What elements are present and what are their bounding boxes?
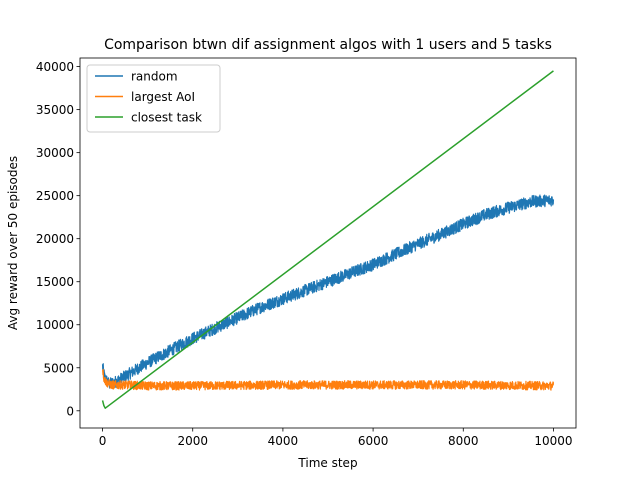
y-axis-label: Avg reward over 50 episodes	[6, 156, 20, 330]
series-line-random	[101, 194, 555, 389]
legend: random largest AoI closest task	[86, 64, 221, 133]
x-tick-label: 4000	[268, 434, 299, 448]
y-tick-label: 35000	[36, 103, 74, 117]
x-tick-label: 8000	[448, 434, 479, 448]
x-tick-label: 6000	[358, 434, 389, 448]
legend-box	[86, 64, 221, 133]
plot-frame	[79, 57, 577, 429]
y-tick-label: 15000	[36, 275, 74, 289]
series-line-closest-task	[101, 70, 554, 409]
y-tick-label: 10000	[36, 318, 74, 332]
legend-label: closest task	[131, 111, 202, 125]
y-tick-label: 40000	[36, 60, 74, 74]
legend-label: random	[131, 70, 178, 84]
y-tick-label: 0	[66, 404, 74, 418]
x-tick-label: 0	[99, 434, 107, 448]
legend-label: largest AoI	[131, 90, 195, 104]
x-axis: 0 2000 4000 6000 8000 10000	[99, 428, 573, 448]
y-tick-label: 25000	[36, 189, 74, 203]
y-axis: 0 5000 10000 15000 20000 25000 30000 35000 40000	[36, 60, 80, 418]
y-tick-label: 30000	[36, 146, 74, 160]
x-tick-label: 10000	[534, 434, 572, 448]
series-line-largest-aoi	[101, 368, 555, 391]
y-tick-label: 5000	[43, 361, 74, 375]
x-axis-label: Time step	[297, 456, 357, 470]
y-tick-label: 20000	[36, 232, 74, 246]
x-tick-label: 2000	[177, 434, 208, 448]
chart-title: Comparison btwn dif assignment algos wit…	[104, 37, 552, 53]
